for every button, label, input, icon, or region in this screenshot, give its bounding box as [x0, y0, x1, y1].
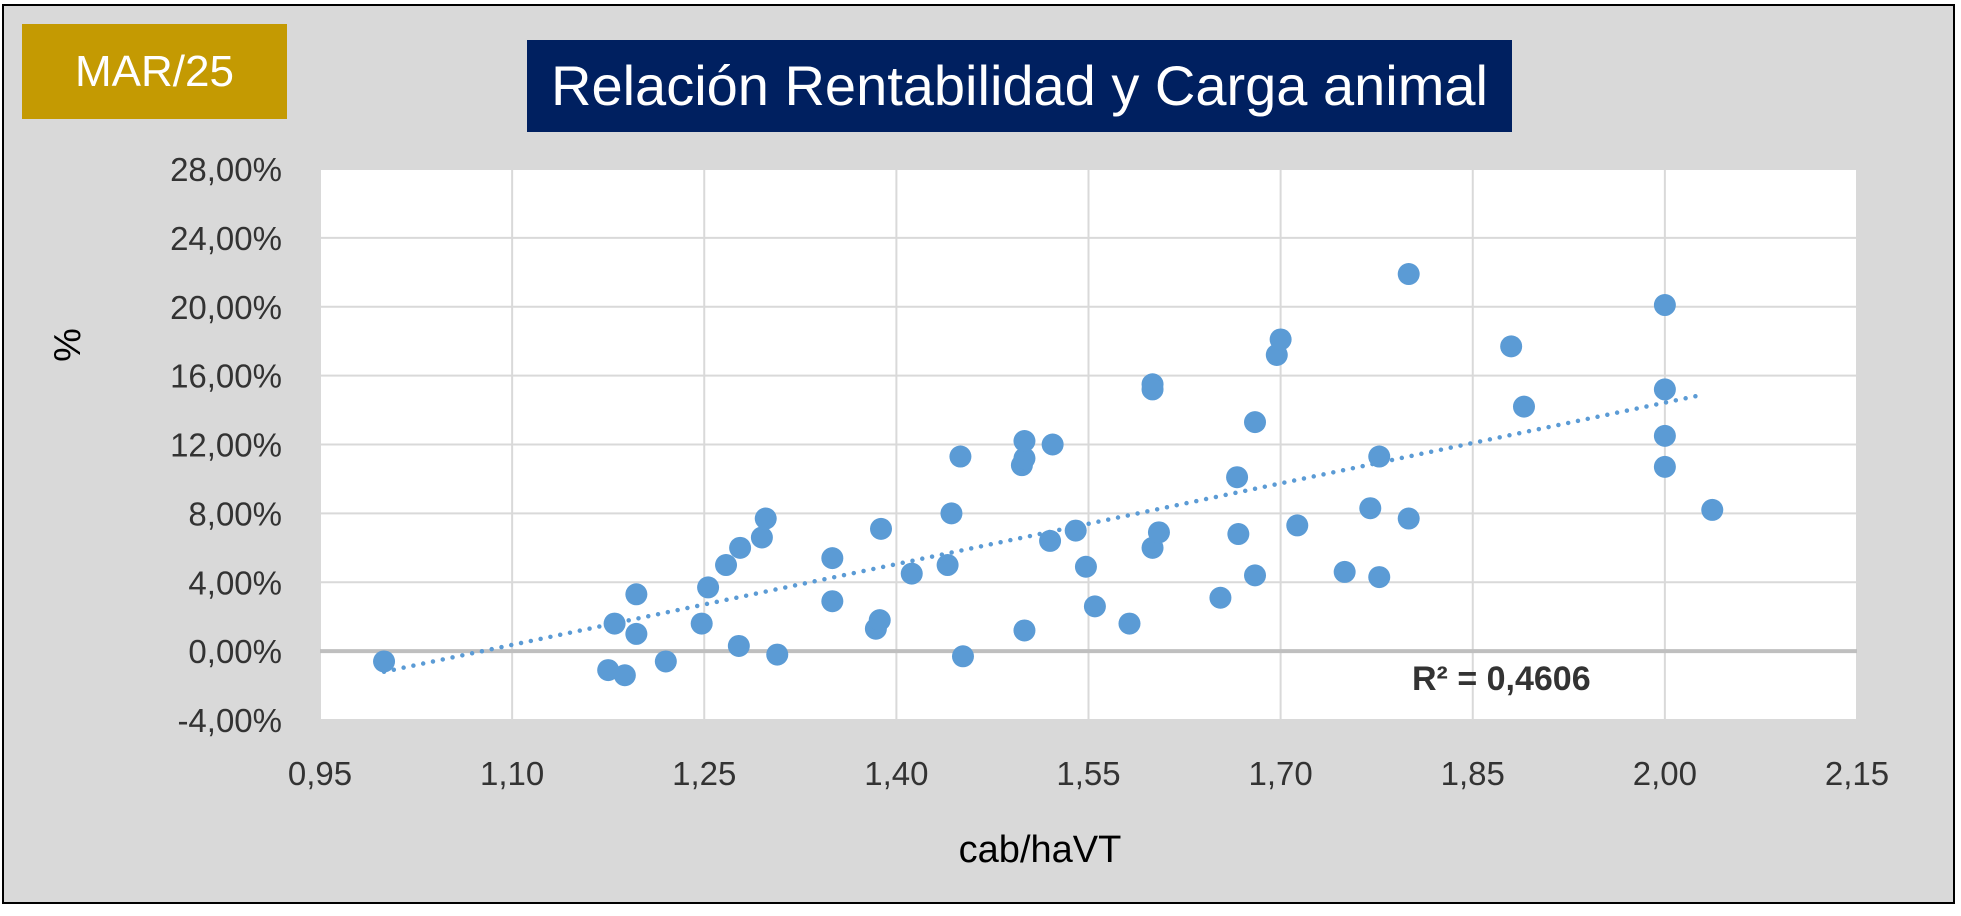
- data-point: [1064, 519, 1087, 542]
- data-point: [1653, 455, 1676, 478]
- data-point: [750, 526, 773, 549]
- data-point: [766, 643, 789, 666]
- data-point: [1397, 507, 1420, 530]
- grid-lines: [319, 168, 1858, 721]
- data-point: [1039, 529, 1062, 552]
- data-point: [1653, 424, 1676, 447]
- y-tick-label: 28,00%: [170, 151, 282, 188]
- data-point: [1269, 328, 1292, 351]
- data-point: [1286, 514, 1309, 537]
- data-point: [1074, 555, 1097, 578]
- x-tick-label: 1,85: [1441, 755, 1505, 792]
- y-tick-label: 0,00%: [188, 633, 282, 670]
- r-squared-label: R² = 0,4606: [1412, 660, 1591, 698]
- data-point: [1359, 497, 1382, 520]
- data-point: [900, 562, 923, 585]
- data-point: [754, 507, 777, 530]
- data-points: [373, 263, 1724, 687]
- data-point: [1653, 294, 1676, 317]
- data-point: [727, 634, 750, 657]
- data-point: [1118, 612, 1141, 635]
- data-point: [613, 664, 636, 687]
- data-point: [1141, 378, 1164, 401]
- data-point: [1013, 430, 1036, 453]
- y-tick-label: 20,00%: [170, 289, 282, 326]
- data-point: [1147, 521, 1170, 544]
- x-tick-label: 2,15: [1825, 755, 1889, 792]
- data-point: [1209, 586, 1232, 609]
- chart-title: Relación Rentabilidad y Carga animal: [551, 54, 1488, 117]
- data-point: [1653, 378, 1676, 401]
- data-point: [1083, 595, 1106, 618]
- data-point: [951, 645, 974, 668]
- y-tick-label: 16,00%: [170, 358, 282, 395]
- y-tick-label: 4,00%: [188, 564, 282, 601]
- data-point: [1244, 564, 1267, 587]
- data-point: [1041, 433, 1064, 456]
- x-tick-label: 1,55: [1056, 755, 1120, 792]
- data-point: [1701, 498, 1724, 521]
- y-axis-label: %: [47, 328, 89, 362]
- data-point: [654, 650, 677, 673]
- data-point: [625, 583, 648, 606]
- data-point: [868, 609, 891, 632]
- chart-title-box: Relación Rentabilidad y Carga animal: [527, 40, 1512, 132]
- data-point: [1013, 619, 1036, 642]
- data-point: [625, 622, 648, 645]
- data-point: [1227, 523, 1250, 546]
- y-tick-label: 12,00%: [170, 427, 282, 464]
- x-tick-label: 1,10: [480, 755, 544, 792]
- data-point: [373, 650, 396, 673]
- data-point: [1500, 335, 1523, 358]
- data-point: [1333, 560, 1356, 583]
- y-tick-label: -4,00%: [177, 702, 282, 739]
- data-point: [603, 612, 626, 635]
- x-axis-label: cab/haVT: [959, 829, 1122, 871]
- data-point: [821, 590, 844, 613]
- data-point: [729, 536, 752, 559]
- data-point: [949, 445, 972, 468]
- data-point: [940, 502, 963, 525]
- data-point: [1013, 447, 1036, 470]
- data-point: [1512, 395, 1535, 418]
- data-point: [715, 554, 738, 577]
- data-point: [697, 576, 720, 599]
- date-badge: MAR/25: [22, 24, 287, 119]
- data-point: [870, 517, 893, 540]
- x-tick-label: 2,00: [1633, 755, 1697, 792]
- data-point: [1226, 466, 1249, 489]
- data-point: [1397, 263, 1420, 286]
- date-badge-label: MAR/25: [75, 47, 234, 96]
- x-tick-label: 1,25: [672, 755, 736, 792]
- data-point: [1244, 411, 1267, 434]
- data-point: [821, 547, 844, 570]
- data-point: [1368, 445, 1391, 468]
- y-tick-label: 24,00%: [170, 220, 282, 257]
- data-point: [936, 554, 959, 577]
- x-tick-label: 0,95: [288, 755, 352, 792]
- y-tick-labels: -4,00% 0,00% 4,00% 8,00% 12,00% 16,00% 20,00% 2…: [170, 151, 282, 739]
- x-tick-label: 1,40: [864, 755, 928, 792]
- data-point: [690, 612, 713, 635]
- data-point: [1368, 566, 1391, 589]
- x-tick-label: 1,70: [1249, 755, 1313, 792]
- y-tick-label: 8,00%: [188, 495, 282, 532]
- x-tick-labels: 0,95 1,10 1,25 1,40 1,55 1,70 1,85 2,00 2,15: [288, 755, 1889, 792]
- data-point: [597, 659, 620, 682]
